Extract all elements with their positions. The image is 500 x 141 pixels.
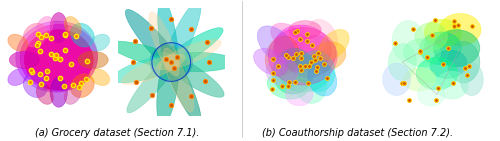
Ellipse shape bbox=[266, 57, 298, 85]
Ellipse shape bbox=[308, 63, 336, 96]
Ellipse shape bbox=[122, 54, 186, 84]
Ellipse shape bbox=[274, 25, 332, 71]
Ellipse shape bbox=[289, 21, 321, 39]
Ellipse shape bbox=[267, 71, 308, 99]
Ellipse shape bbox=[430, 50, 467, 78]
Ellipse shape bbox=[112, 55, 185, 83]
Ellipse shape bbox=[8, 69, 28, 86]
Ellipse shape bbox=[8, 34, 28, 51]
Text: (b) Coauthorship dataset (Section 7.2).: (b) Coauthorship dataset (Section 7.2). bbox=[262, 128, 453, 138]
Ellipse shape bbox=[436, 71, 468, 99]
Ellipse shape bbox=[10, 51, 40, 69]
Ellipse shape bbox=[23, 23, 47, 47]
Ellipse shape bbox=[158, 52, 224, 97]
Ellipse shape bbox=[158, 0, 178, 77]
Ellipse shape bbox=[310, 42, 346, 71]
Ellipse shape bbox=[424, 19, 462, 47]
Ellipse shape bbox=[272, 48, 314, 94]
Ellipse shape bbox=[404, 68, 436, 91]
Ellipse shape bbox=[266, 36, 298, 77]
Ellipse shape bbox=[157, 40, 221, 70]
Ellipse shape bbox=[50, 13, 68, 43]
Ellipse shape bbox=[298, 51, 335, 92]
Ellipse shape bbox=[418, 83, 445, 106]
Ellipse shape bbox=[258, 26, 295, 64]
Ellipse shape bbox=[157, 46, 179, 125]
Ellipse shape bbox=[460, 63, 483, 96]
Ellipse shape bbox=[286, 83, 313, 106]
Ellipse shape bbox=[440, 14, 481, 46]
Ellipse shape bbox=[284, 27, 326, 55]
Ellipse shape bbox=[23, 74, 47, 98]
Ellipse shape bbox=[164, 48, 194, 112]
Ellipse shape bbox=[404, 39, 440, 67]
Ellipse shape bbox=[36, 16, 53, 37]
Ellipse shape bbox=[150, 44, 193, 80]
Ellipse shape bbox=[392, 20, 424, 62]
Ellipse shape bbox=[420, 32, 462, 64]
Ellipse shape bbox=[64, 84, 81, 104]
Ellipse shape bbox=[434, 30, 480, 67]
Ellipse shape bbox=[280, 55, 330, 92]
Ellipse shape bbox=[307, 19, 338, 54]
Ellipse shape bbox=[90, 69, 110, 86]
Ellipse shape bbox=[90, 34, 110, 51]
Ellipse shape bbox=[70, 74, 94, 98]
Ellipse shape bbox=[159, 28, 223, 71]
Ellipse shape bbox=[50, 77, 68, 107]
Ellipse shape bbox=[110, 41, 188, 70]
Ellipse shape bbox=[24, 30, 93, 90]
Ellipse shape bbox=[64, 16, 81, 37]
Ellipse shape bbox=[254, 49, 288, 76]
Ellipse shape bbox=[149, 12, 179, 76]
Ellipse shape bbox=[448, 41, 480, 83]
Ellipse shape bbox=[127, 47, 184, 113]
Ellipse shape bbox=[20, 24, 98, 91]
Ellipse shape bbox=[16, 21, 98, 92]
Ellipse shape bbox=[286, 35, 336, 77]
Text: (a) Grocery dataset (Section 7.1).: (a) Grocery dataset (Section 7.1). bbox=[36, 128, 200, 138]
Ellipse shape bbox=[36, 84, 53, 104]
Ellipse shape bbox=[294, 67, 327, 103]
Ellipse shape bbox=[382, 63, 410, 96]
Ellipse shape bbox=[154, 52, 236, 72]
Ellipse shape bbox=[268, 27, 337, 85]
Ellipse shape bbox=[70, 23, 94, 47]
Ellipse shape bbox=[161, 43, 201, 124]
Ellipse shape bbox=[273, 34, 319, 71]
Ellipse shape bbox=[78, 51, 108, 69]
Ellipse shape bbox=[161, 1, 201, 80]
Ellipse shape bbox=[126, 9, 186, 79]
Ellipse shape bbox=[388, 44, 416, 81]
Ellipse shape bbox=[415, 23, 448, 50]
Ellipse shape bbox=[318, 29, 349, 60]
Ellipse shape bbox=[271, 23, 304, 50]
Ellipse shape bbox=[416, 57, 458, 90]
